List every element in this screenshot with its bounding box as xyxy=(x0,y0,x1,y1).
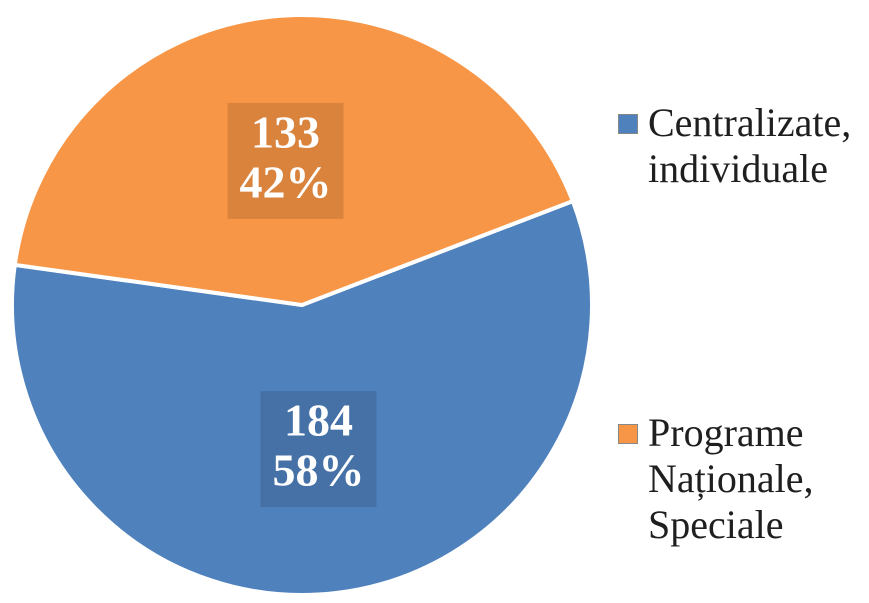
percent-label: 42% xyxy=(240,157,332,208)
label-box xyxy=(260,391,377,508)
percent-label: 58% xyxy=(272,445,364,496)
legend-label: Centralizate, individuale xyxy=(648,100,852,191)
label-box xyxy=(227,102,344,219)
legend-item: Programe Naționale, Speciale xyxy=(618,410,848,548)
legend-label: Programe Naționale, Speciale xyxy=(648,410,814,547)
pie-slice xyxy=(10,198,594,597)
legend-swatch xyxy=(618,424,638,444)
data-label: 184 xyxy=(284,395,353,446)
legend-item: Centralizate, individuale xyxy=(618,100,852,192)
legend-swatch xyxy=(618,114,638,134)
data-label: 133 xyxy=(251,107,320,158)
pie-slice xyxy=(12,13,576,308)
